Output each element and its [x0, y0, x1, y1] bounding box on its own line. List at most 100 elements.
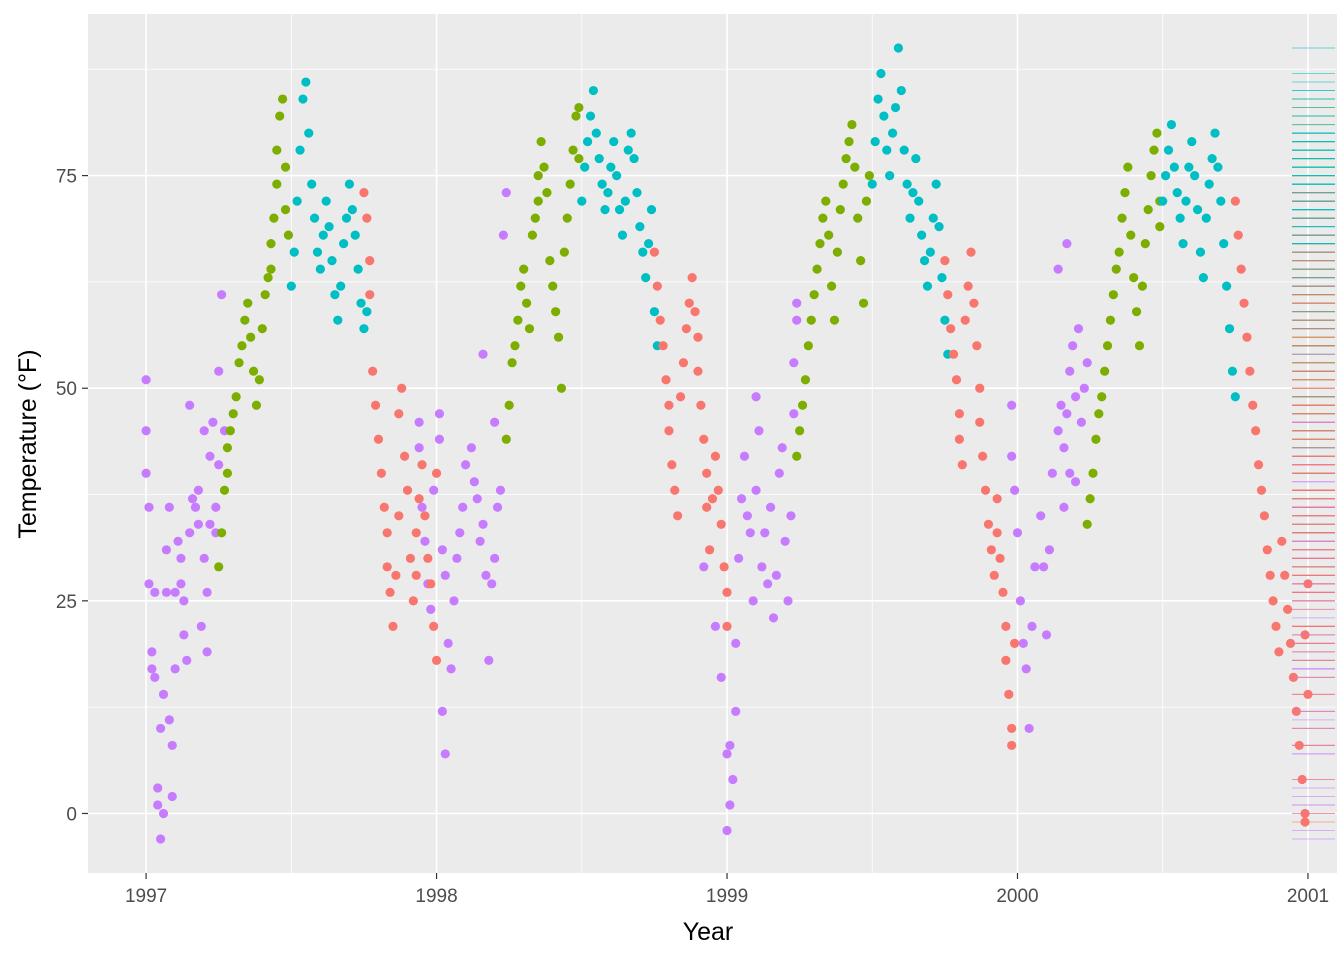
data-point: [562, 213, 572, 223]
data-point: [1163, 145, 1174, 155]
data-point: [771, 570, 782, 580]
data-point: [1222, 281, 1232, 291]
data-point: [1248, 400, 1258, 410]
data-point: [202, 587, 212, 597]
data-point: [359, 188, 369, 198]
data-point: [443, 638, 453, 648]
data-point: [161, 587, 172, 597]
data-point: [1233, 230, 1243, 240]
data-point: [501, 188, 511, 198]
data-point: [542, 188, 552, 198]
data-point: [286, 281, 296, 291]
data-point: [548, 281, 558, 291]
data-point: [731, 638, 741, 648]
data-point: [147, 647, 157, 657]
data-point: [153, 783, 163, 793]
data-point: [824, 230, 834, 240]
data-point: [1204, 179, 1214, 189]
data-point: [969, 298, 979, 308]
data-point: [713, 485, 723, 495]
data-point: [745, 528, 755, 538]
data-point: [765, 502, 776, 512]
data-point: [519, 264, 529, 274]
data-point: [1224, 324, 1235, 334]
data-point: [905, 213, 915, 223]
data-point: [524, 324, 535, 334]
data-point: [707, 494, 718, 504]
data-point: [1283, 604, 1293, 614]
data-point: [553, 332, 564, 342]
data-point: [295, 145, 305, 155]
data-point: [336, 281, 346, 291]
data-point: [214, 366, 224, 376]
data-point: [951, 375, 962, 385]
data-point: [919, 256, 930, 266]
data-point: [219, 485, 230, 495]
data-point: [623, 145, 633, 155]
data-point: [516, 281, 526, 291]
data-point: [289, 247, 299, 257]
data-point: [1242, 332, 1252, 342]
data-point: [394, 511, 404, 521]
data-point: [577, 196, 587, 206]
data-point: [1091, 434, 1101, 444]
data-point: [725, 800, 735, 810]
data-point: [449, 596, 459, 606]
data-point: [670, 485, 680, 495]
data-point: [838, 179, 848, 189]
data-point: [420, 536, 430, 546]
data-point: [339, 239, 349, 249]
data-point: [478, 349, 488, 359]
data-point: [283, 230, 294, 240]
data-point: [167, 740, 177, 751]
data-point: [986, 545, 996, 555]
data-point: [141, 426, 151, 436]
data-point: [382, 562, 392, 572]
data-point: [1030, 562, 1040, 572]
data-point: [821, 196, 831, 206]
data-point: [388, 621, 398, 631]
data-point: [1079, 383, 1089, 393]
data-point: [893, 43, 903, 53]
data-point: [495, 485, 506, 495]
data-point: [1082, 519, 1092, 529]
data-point: [504, 400, 514, 410]
data-point: [641, 273, 651, 283]
data-point: [1088, 468, 1098, 478]
data-point: [170, 587, 180, 597]
data-point: [1065, 468, 1075, 478]
data-point: [1227, 366, 1238, 376]
data-point: [1262, 545, 1272, 555]
data-point: [699, 434, 709, 444]
data-point: [795, 426, 805, 436]
data-point: [1192, 205, 1203, 215]
data-point: [362, 213, 372, 223]
data-point: [803, 341, 813, 351]
data-point: [754, 426, 764, 436]
data-point: [423, 553, 433, 563]
data-point: [940, 256, 950, 266]
data-point: [269, 213, 279, 223]
data-point: [658, 341, 668, 351]
data-point: [1175, 213, 1185, 223]
data-point: [1021, 664, 1031, 674]
data-point: [484, 655, 494, 665]
data-point: [612, 170, 622, 181]
axis-ticks: [82, 174, 1309, 879]
data-point: [1213, 162, 1223, 172]
data-point: [1271, 621, 1281, 631]
data-point: [205, 519, 215, 529]
data-point: [205, 451, 215, 461]
data-point: [385, 587, 395, 597]
data-point: [632, 188, 642, 198]
data-point: [373, 434, 384, 444]
data-point: [574, 102, 584, 113]
data-point: [1044, 545, 1055, 555]
data-point: [655, 315, 665, 325]
data-point: [1007, 723, 1017, 734]
data-point: [1007, 400, 1017, 410]
data-point: [954, 434, 964, 444]
data-point: [899, 145, 909, 155]
data-point: [429, 621, 439, 631]
data-point: [652, 281, 662, 291]
